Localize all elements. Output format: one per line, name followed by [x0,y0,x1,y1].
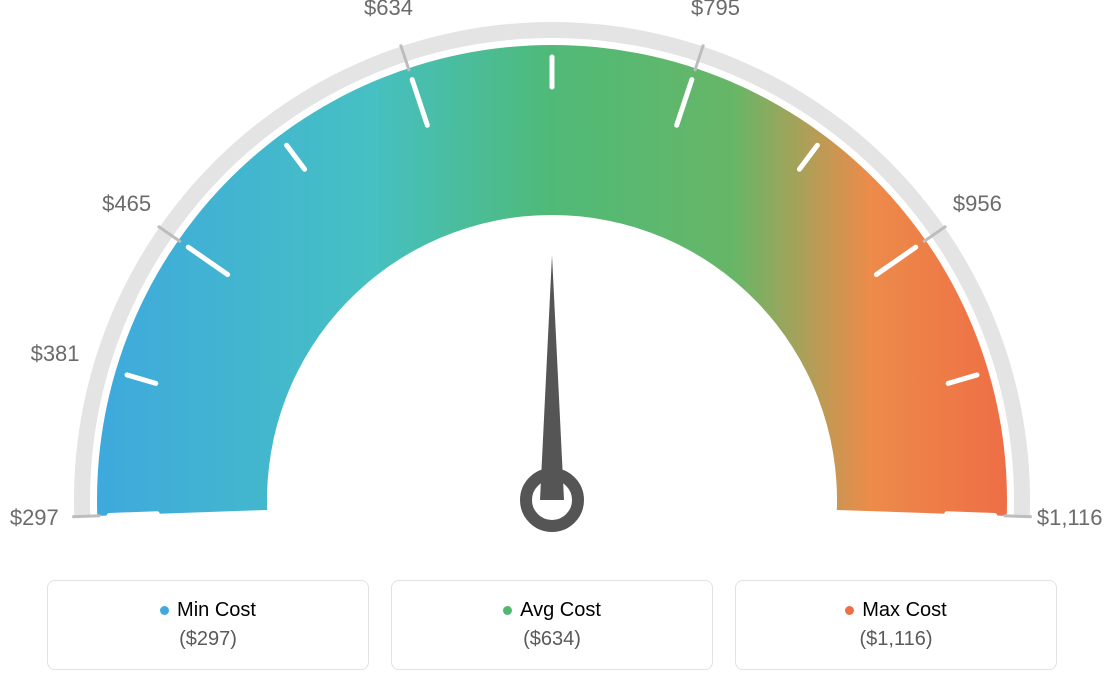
legend-max-card: Max Cost ($1,116) [735,580,1057,670]
gauge-tick-label: $634 [364,0,413,21]
legend-min-dot-icon [160,606,169,615]
legend-max-label: Max Cost [862,599,946,622]
gauge-tick-label: $795 [691,0,740,21]
gauge-tick-label: $956 [953,191,1002,217]
legend-avg-value: ($634) [523,628,581,651]
legend-min-card: Min Cost ($297) [47,580,369,670]
gauge-tick [109,514,157,516]
cost-gauge-chart: $297 $381 $465 $634 $795 $956 $1,116 Min Cost … [0,0,1104,690]
legend-avg-dot-icon [503,606,512,615]
gauge-track-tick [72,516,100,517]
gauge-svg [0,0,1104,560]
legend-avg-label: Avg Cost [520,599,601,622]
legend-min-label: Min Cost [177,599,256,622]
legend-min-title: Min Cost [160,599,256,622]
gauge-tick-label: $1,116 [1037,505,1103,531]
gauge-track-tick [1004,516,1032,517]
gauge-tick-label: $297 [10,505,59,531]
legend-avg-card: Avg Cost ($634) [391,580,713,670]
gauge-tick-label: $465 [102,191,151,217]
legend-max-dot-icon [845,606,854,615]
gauge-tick [947,514,995,516]
legend-row: Min Cost ($297) Avg Cost ($634) Max Cost… [0,580,1104,670]
legend-avg-title: Avg Cost [503,599,601,622]
gauge-tick-label: $381 [31,341,80,367]
gauge-area: $297 $381 $465 $634 $795 $956 $1,116 [0,0,1104,560]
legend-max-title: Max Cost [845,599,946,622]
legend-max-value: ($1,116) [859,628,932,651]
legend-min-value: ($297) [179,628,237,651]
gauge-needle [540,255,564,500]
